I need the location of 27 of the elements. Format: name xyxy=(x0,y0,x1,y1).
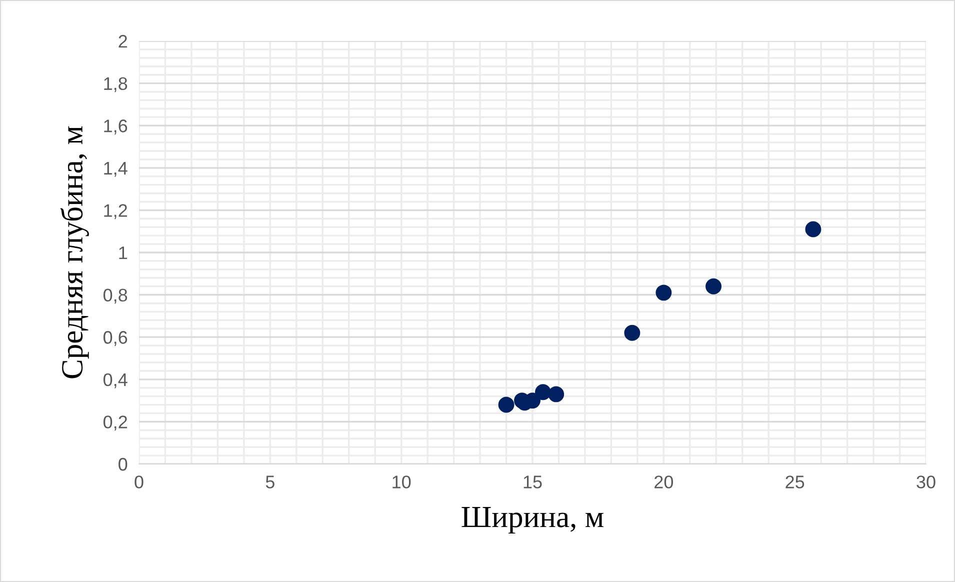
x-tick-label: 15 xyxy=(524,476,542,488)
y-tick-label: 1,4 xyxy=(104,162,128,177)
x-tick-label: 20 xyxy=(654,476,674,488)
y-tick-label: 1,2 xyxy=(104,204,127,220)
y-axis-title: Средняя глубина, м xyxy=(60,126,89,378)
x-tick-label: 10 xyxy=(392,476,411,488)
y-tick-label: 0,8 xyxy=(103,288,128,304)
y-tick-label: 0,4 xyxy=(103,373,128,388)
y-tick-label: 2 xyxy=(118,34,127,48)
y-tick-label: 0 xyxy=(118,458,128,471)
y-tick-label: 1,8 xyxy=(104,77,128,92)
y-tick-label: 1 xyxy=(119,246,128,260)
x-tick-label: 25 xyxy=(786,476,804,488)
point xyxy=(624,324,640,341)
x-tick-label: 5 xyxy=(266,476,274,488)
y-tick-label: 0,2 xyxy=(103,416,127,431)
x-tick-label: 30 xyxy=(916,476,936,488)
y-tick-label: 1,6 xyxy=(104,120,128,134)
point xyxy=(805,221,822,238)
y-tick-label: 0,6 xyxy=(103,331,128,346)
x-tick-label: 0 xyxy=(134,476,144,488)
point xyxy=(656,284,672,301)
point xyxy=(706,278,722,294)
point xyxy=(548,386,564,402)
x-axis-title: Ширина, м xyxy=(462,507,604,534)
point xyxy=(498,396,514,413)
point xyxy=(535,384,551,400)
